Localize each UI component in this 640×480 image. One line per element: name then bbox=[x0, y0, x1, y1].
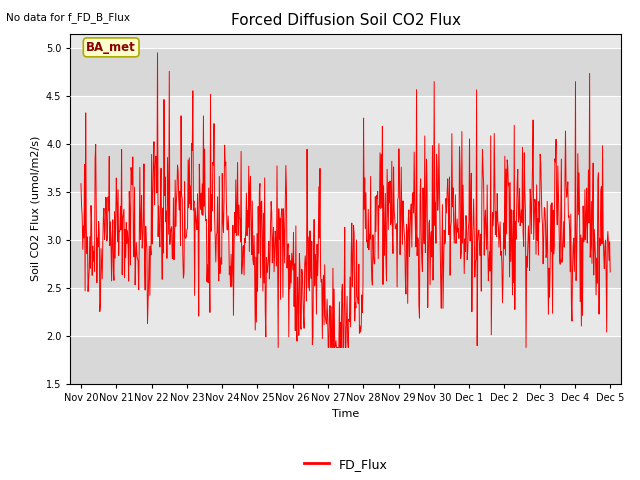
Bar bbox=[70, 96, 621, 144]
Text: BA_met: BA_met bbox=[86, 41, 136, 54]
Legend: FD_Flux: FD_Flux bbox=[299, 453, 392, 476]
Y-axis label: Soil CO2 Flux (umol/m2/s): Soil CO2 Flux (umol/m2/s) bbox=[30, 136, 40, 281]
Bar bbox=[70, 192, 621, 240]
X-axis label: Time: Time bbox=[332, 408, 359, 419]
Bar bbox=[70, 288, 621, 336]
Bar bbox=[70, 240, 621, 288]
Bar bbox=[70, 336, 621, 384]
Title: Forced Diffusion Soil CO2 Flux: Forced Diffusion Soil CO2 Flux bbox=[230, 13, 461, 28]
Bar bbox=[70, 144, 621, 192]
Bar bbox=[70, 48, 621, 96]
Text: No data for f_FD_B_Flux: No data for f_FD_B_Flux bbox=[6, 12, 131, 23]
